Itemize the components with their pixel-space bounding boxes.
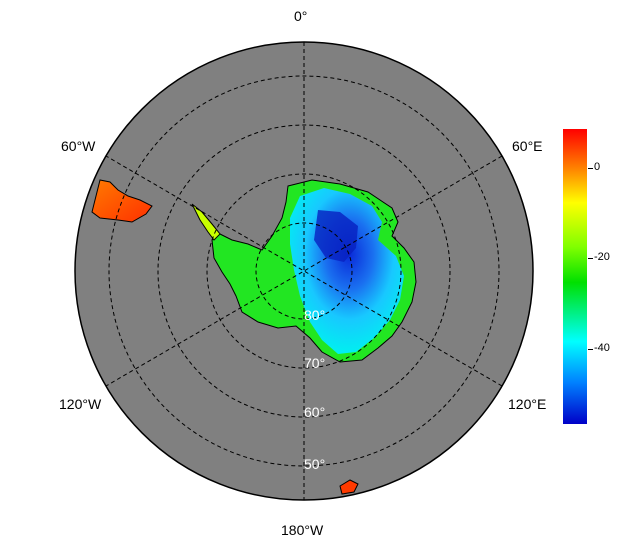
meridian-120e-60w	[105, 155, 503, 387]
meridian-label-180w: 180°W	[281, 522, 324, 538]
meridian-label-120e: 120°E	[508, 396, 547, 412]
colorbar-tick-minus40	[588, 349, 593, 350]
latitude-60-circle	[157, 124, 451, 418]
antarctic-peninsula	[191, 203, 221, 241]
meridian-60e-120w	[105, 155, 503, 387]
latitude-80-circle	[255, 222, 353, 320]
colorbar-label-minus20: -20	[594, 251, 610, 263]
latitude-50-circle	[108, 75, 500, 467]
latitude-label-80: 80°	[304, 307, 326, 323]
colorbar-tick-0	[588, 168, 593, 169]
latitude-label-50: 50°	[304, 456, 326, 472]
south-america-landmass	[91, 179, 153, 223]
meridian-label-60w: 60°W	[61, 138, 96, 154]
colorbar-label-minus40: -40	[594, 342, 610, 354]
meridian-label-60e: 60°E	[512, 138, 543, 154]
colorbar-label-0: 0	[594, 161, 601, 173]
new-zealand-landmass	[339, 479, 359, 495]
meridian-label-120w: 120°W	[59, 396, 102, 412]
colorbar	[563, 129, 587, 424]
map-border	[74, 41, 534, 501]
ice-core-minimum	[314, 210, 358, 262]
colorbar-tick-minus20	[588, 258, 593, 259]
latitude-label-60: 60°	[304, 404, 326, 420]
latitude-label-70: 70°	[304, 355, 326, 371]
meridian-label-0: 0°	[294, 8, 308, 24]
latitude-70-circle	[206, 173, 402, 369]
